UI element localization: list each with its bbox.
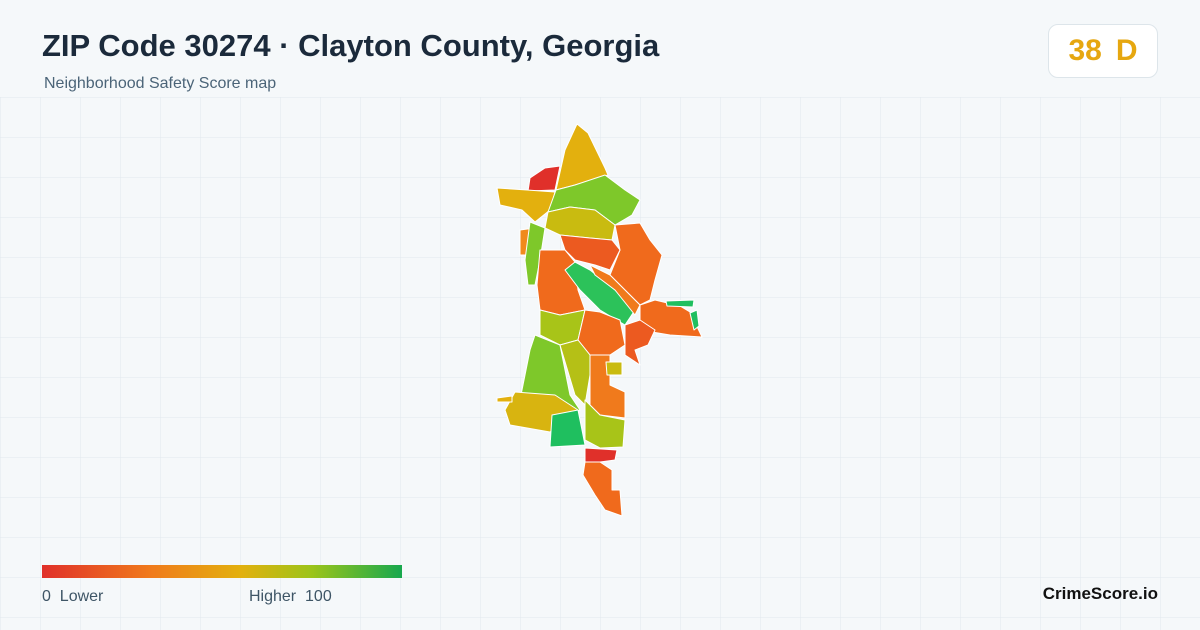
- subtitle: Neighborhood Safety Score map: [44, 75, 277, 92]
- legend-min-label: Lower: [59, 588, 104, 605]
- score-value: 38: [1068, 34, 1102, 67]
- title: ZIP Code 30274 · Clayton County, Georgia: [42, 28, 660, 63]
- legend-max-value: 100: [305, 588, 332, 605]
- brand: CrimeScore.io: [1042, 584, 1158, 603]
- legend-max-label: Higher: [249, 588, 297, 605]
- score-grade: D: [1115, 34, 1138, 67]
- neighborhoods: [496, 123, 703, 517]
- legend-gradient: [42, 565, 402, 578]
- legend-max: Higher 100: [249, 588, 332, 606]
- score-badge: 38 D: [1048, 24, 1158, 78]
- legend-min-value: 0: [42, 588, 51, 605]
- legend-min: 0 Lower: [42, 588, 103, 606]
